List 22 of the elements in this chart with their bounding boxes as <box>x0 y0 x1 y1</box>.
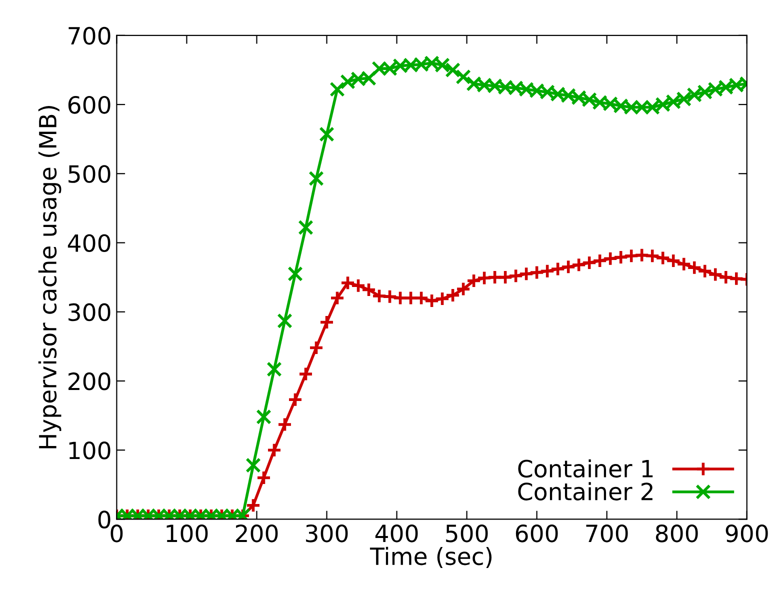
x-tick-label: 500 <box>446 524 488 542</box>
y-tick-label: 400 <box>68 234 110 252</box>
x-tick-label: 100 <box>166 524 208 542</box>
y-tick-label: 300 <box>68 303 110 322</box>
x-tick-label: 200 <box>236 524 278 542</box>
y-tick-label: 700 <box>68 26 110 45</box>
x-tick-label: 800 <box>656 524 698 542</box>
y-tick-label: 600 <box>68 96 110 114</box>
legend-label: Container 1 <box>518 459 653 478</box>
y-tick-label: 0 <box>98 510 110 529</box>
x-tick-label: 700 <box>586 524 628 542</box>
x-tick-label: 900 <box>726 524 768 542</box>
y-axis-title: Hypervisor cache usage (MB) <box>38 106 62 448</box>
x-tick-label: 0 <box>110 524 123 542</box>
x-tick-label: 300 <box>306 524 348 542</box>
y-tick-label: 100 <box>69 442 110 460</box>
x-axis-title: Time (sec) <box>370 546 492 568</box>
x-tick-label: 400 <box>375 524 418 542</box>
x-tick-label: 600 <box>516 524 558 542</box>
y-tick-label: 500 <box>68 165 110 183</box>
y-tick-label: 200 <box>68 372 110 390</box>
legend-label: Container 2 <box>518 482 652 500</box>
